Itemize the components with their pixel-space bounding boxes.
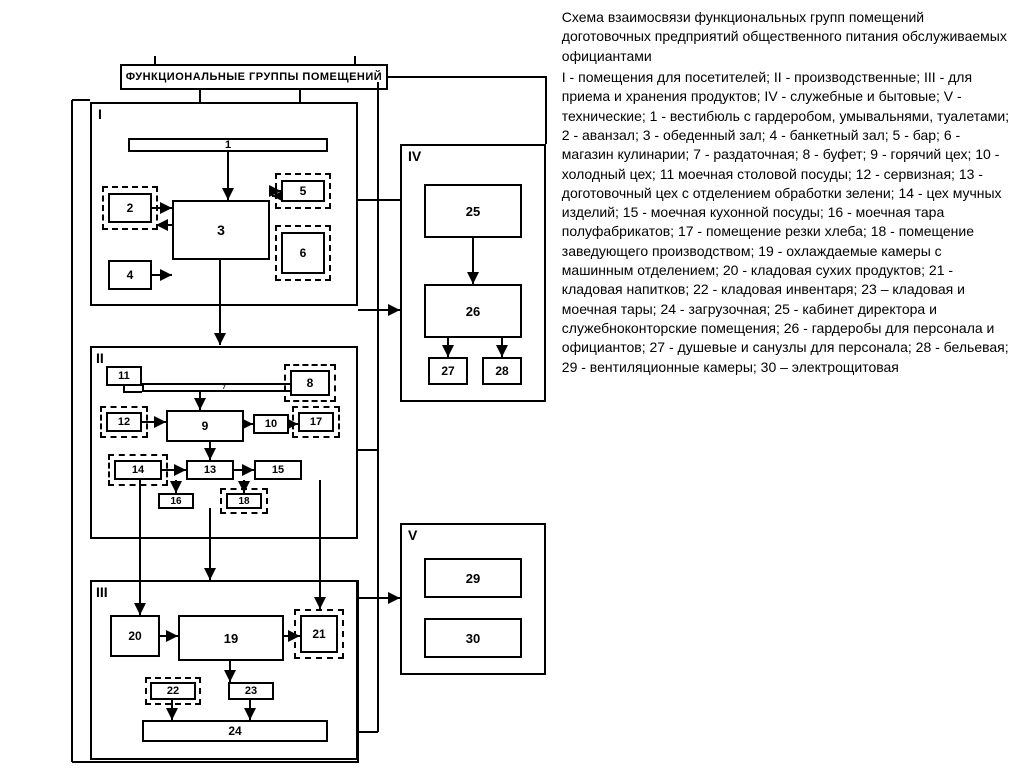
diagram-area: ФУНКЦИОНАЛЬНЫЕ ГРУППЫ ПОМЕЩЕНИЙ (0, 0, 558, 768)
description-title: Схема взаимосвязи функциональных групп п… (562, 8, 1012, 66)
box-27: 27 (428, 357, 468, 385)
box-13: 13 (186, 460, 234, 480)
box-15: 15 (254, 460, 302, 480)
box-1: 1 (128, 138, 328, 152)
box-7: 7 (142, 383, 306, 392)
box-8: 8 (290, 370, 330, 396)
box-17: 17 (298, 412, 334, 432)
description-body: I - помещения для посетителей; II - прои… (562, 68, 1012, 377)
box-25: 25 (424, 184, 522, 238)
box-16: 16 (158, 493, 194, 509)
box-26: 26 (424, 284, 522, 338)
page-root: ФУНКЦИОНАЛЬНЫЕ ГРУППЫ ПОМЕЩЕНИЙ (0, 0, 1024, 768)
box-3: 3 (172, 200, 270, 260)
box-14: 14 (114, 460, 162, 480)
box-4: 4 (108, 260, 152, 290)
box-18: 18 (226, 493, 262, 509)
box-10: 10 (253, 414, 289, 434)
box-21: 21 (300, 615, 338, 653)
group-label-V: V (408, 527, 417, 543)
description-text: Схема взаимосвязи функциональных групп п… (558, 0, 1024, 768)
group-label-III: III (96, 584, 108, 600)
box-19: 19 (178, 615, 284, 661)
group-IV (400, 144, 546, 402)
group-label-II: II (96, 350, 104, 366)
group-label-I: I (98, 106, 102, 122)
box-9: 9 (166, 410, 244, 442)
box-5: 5 (281, 180, 325, 202)
box-29: 29 (424, 558, 522, 598)
diagram-header: ФУНКЦИОНАЛЬНЫЕ ГРУППЫ ПОМЕЩЕНИЙ (120, 64, 388, 90)
box-20: 20 (110, 615, 160, 657)
box-12: 12 (106, 412, 142, 432)
box-22: 22 (150, 682, 196, 700)
box-23: 23 (228, 682, 274, 700)
box-24: 24 (142, 720, 328, 742)
box-2: 2 (108, 193, 152, 223)
box-6: 6 (281, 232, 325, 274)
box-28: 28 (482, 357, 522, 385)
box-30: 30 (424, 618, 522, 658)
group-label-IV: IV (408, 148, 421, 164)
box-11: 11 (106, 366, 142, 386)
